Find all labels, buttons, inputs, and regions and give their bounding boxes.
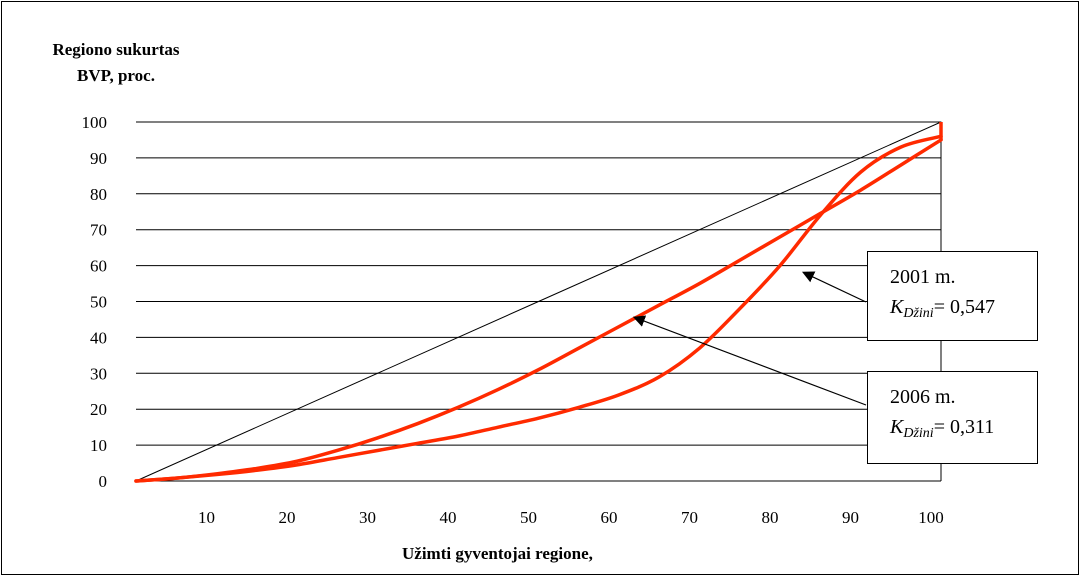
y-axis-title: Regiono sukurtas BVP, proc. bbox=[26, 37, 206, 89]
y-tick-label-100: 100 bbox=[82, 113, 108, 132]
annotation-2006: 2006 m. KDžini= 0,311 bbox=[867, 371, 1038, 464]
series-line-2006-m bbox=[134, 134, 943, 483]
x-axis-title: Užimti gyventojai regione, bbox=[402, 544, 593, 563]
x-tick-label-40: 40 bbox=[439, 508, 456, 527]
x-tick-label-50: 50 bbox=[520, 508, 537, 527]
arrow-2006 bbox=[632, 315, 867, 406]
y-tick-label-40: 40 bbox=[90, 328, 107, 347]
x-tick-label-20: 20 bbox=[278, 508, 295, 527]
x-tick-label-30: 30 bbox=[359, 508, 376, 527]
annotation-2001-k-value: = 0,547 bbox=[933, 296, 995, 318]
annotation-2001-coefficient: KDžini= 0,547 bbox=[890, 292, 1037, 329]
annotation-2001: 2001 m. KDžini= 0,547 bbox=[867, 251, 1038, 341]
annotation-2006-coefficient: KDžini= 0,311 bbox=[890, 412, 1037, 449]
x-tick-label-80: 80 bbox=[761, 508, 778, 527]
annotation-2001-k-subscript: Džini bbox=[903, 306, 934, 321]
annotation-2006-k-symbol: K bbox=[890, 416, 904, 438]
x-tick-label-10: 10 bbox=[198, 508, 215, 527]
y-tick-label-30: 30 bbox=[90, 364, 107, 383]
series-line-2001-m bbox=[134, 138, 943, 483]
y-tick-label-20: 20 bbox=[90, 400, 107, 419]
arrow-2001 bbox=[801, 271, 867, 303]
y-tick-label-50: 50 bbox=[90, 293, 107, 312]
annotation-arrows bbox=[632, 271, 867, 406]
annotation-2006-k-value: = 0,311 bbox=[933, 416, 995, 438]
annotation-2001-k-symbol: K bbox=[890, 296, 904, 318]
annotation-2006-k-subscript: Džini bbox=[903, 426, 934, 441]
annotation-2001-title: 2001 m. bbox=[890, 266, 956, 288]
series-lines bbox=[134, 121, 943, 483]
tick-labels: 0 10 20 30 40 50 60 70 80 90 100 10 20 30 40 50 60 70 80 90… bbox=[82, 113, 944, 527]
y-tick-label-0: 0 bbox=[99, 472, 108, 491]
y-axis-title-line-2: BVP, proc. bbox=[77, 66, 155, 85]
x-tick-label-100: 100 bbox=[918, 508, 944, 527]
x-tick-label-70: 70 bbox=[681, 508, 698, 527]
equality-line bbox=[135, 121, 942, 482]
annotation-2006-title: 2006 m. bbox=[890, 386, 956, 408]
y-tick-label-90: 90 bbox=[90, 149, 107, 168]
x-tick-label-60: 60 bbox=[600, 508, 617, 527]
y-tick-label-10: 10 bbox=[90, 436, 107, 455]
y-tick-label-70: 70 bbox=[90, 221, 107, 240]
y-tick-label-60: 60 bbox=[90, 257, 107, 276]
y-axis-title-line-1: Regiono sukurtas bbox=[52, 40, 180, 59]
y-tick-label-80: 80 bbox=[90, 185, 107, 204]
x-tick-label-90: 90 bbox=[842, 508, 859, 527]
